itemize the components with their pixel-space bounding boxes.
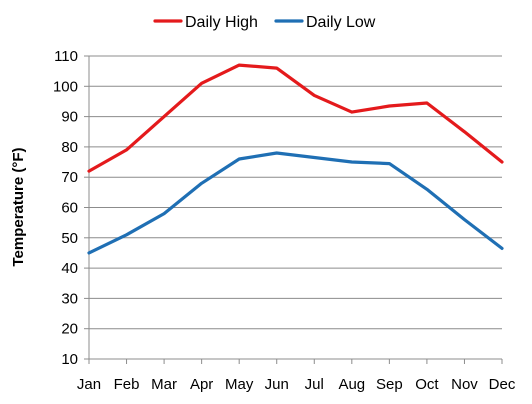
legend-label-daily-high: Daily High [185,14,258,31]
y-tick-label: 100 [53,78,78,95]
legend-label-daily-low: Daily Low [306,14,376,31]
x-tick-label-jun: Jun [265,376,289,393]
x-tick-label-may: May [225,376,254,393]
x-tick-label-apr: Apr [190,376,213,393]
x-tick-label-oct: Oct [415,376,439,393]
y-tick-label: 110 [54,48,78,65]
axes [84,55,503,364]
x-tick-label-nov: Nov [451,376,478,393]
y-tick-label: 90 [61,109,78,126]
y-tick-label: 10 [61,351,78,368]
x-tick-label-aug: Aug [338,376,365,393]
y-tick-label: 70 [61,169,78,186]
x-tick-labels: Jan Feb Mar Apr May Jun Jul Aug Sep Oct Nov Dec [77,376,516,393]
y-tick-label: 50 [61,230,78,247]
series-lines [87,63,504,255]
y-tick-label: 80 [61,139,78,156]
x-tick-label-jul: Jul [305,376,324,393]
grid-lines [89,55,502,360]
y-tick-labels: 10 20 30 40 50 60 70 80 90 100 110 [53,48,78,368]
x-tick-label-feb: Feb [114,376,140,393]
series-line-daily-low [87,151,504,255]
y-tick-label: 60 [61,200,78,217]
x-tick-label-jan: Jan [77,376,101,393]
x-tick-label-dec: Dec [489,376,516,393]
series-line-daily-high [87,63,504,173]
x-tick-label-mar: Mar [151,376,177,393]
y-tick-label: 20 [61,321,78,338]
legend: Daily High Daily Low [153,14,376,31]
y-axis-title: Temperature (°F) [10,147,27,266]
x-tick-label-sep: Sep [376,376,403,393]
y-tick-label: 30 [61,290,78,307]
y-tick-label: 40 [61,260,78,277]
